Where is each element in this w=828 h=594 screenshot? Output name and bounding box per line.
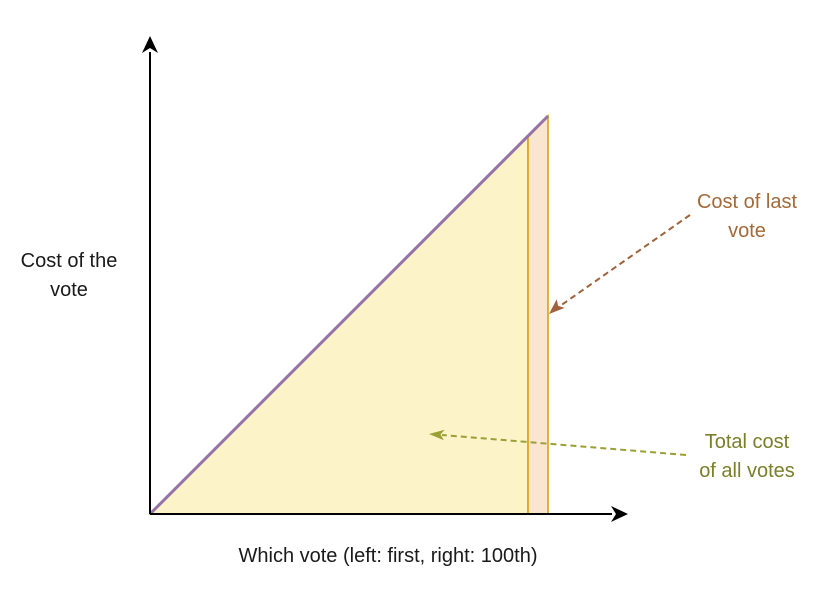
total-cost-label: Total cost of all votes [672, 428, 822, 486]
last-vote-label-line-2: vote [728, 220, 766, 242]
arrowhead-up-icon [142, 36, 158, 53]
last-vote-label: Cost of last vote [672, 188, 822, 246]
last-vote-arrow [559, 214, 691, 307]
total-cost-arrow [441, 434, 687, 456]
total-cost-label-line-1: Total cost [704, 431, 790, 453]
y-axis-label-line-1: Cost of the [20, 250, 118, 272]
arrowhead-icon [429, 429, 445, 441]
arrowhead-right-icon [611, 506, 628, 522]
y-axis-label: Cost of the vote [4, 247, 134, 305]
last-vote-label-line-1: Cost of last [696, 191, 798, 213]
y-axis-label-line-2: vote [50, 279, 88, 301]
last-vote-strip [527, 114, 549, 515]
arrowhead-icon [549, 299, 565, 314]
total-cost-label-line-2: of all votes [699, 460, 795, 482]
x-axis-label: Which vote (left: first, right: 100th) [238, 545, 538, 567]
cost-line [148, 114, 550, 516]
